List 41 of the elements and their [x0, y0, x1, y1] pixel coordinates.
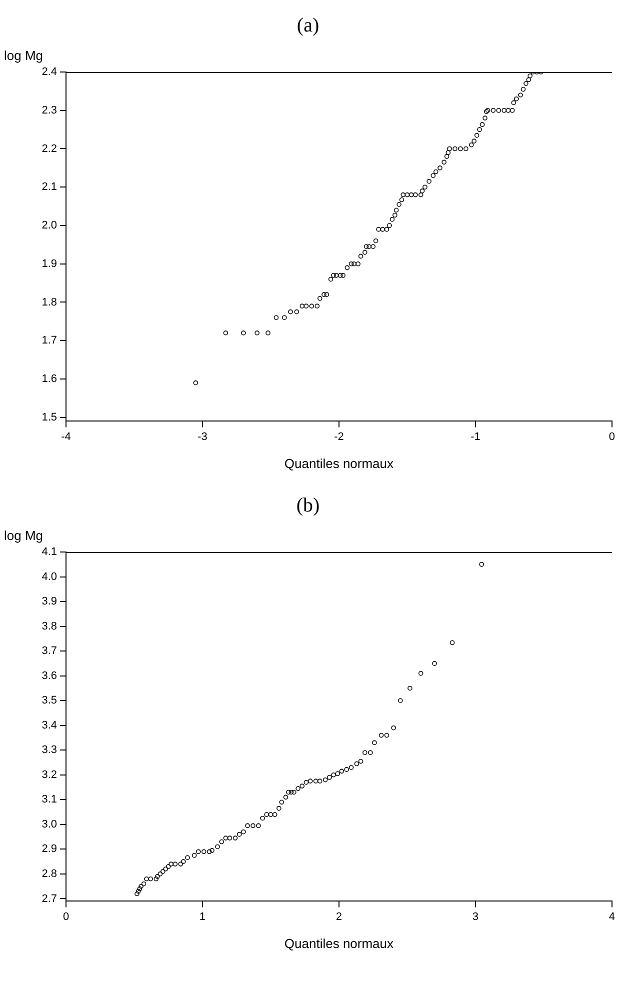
y-tick-label: 1.7: [42, 334, 57, 347]
y-tick-label: 3.9: [42, 596, 57, 608]
chart-title: (a): [296, 14, 320, 36]
y-tick-label: 1.8: [42, 296, 57, 308]
x-tick-label: 3: [472, 910, 479, 923]
chart-title: (b): [296, 494, 320, 516]
y-tick-label: 2.1: [42, 181, 57, 194]
y-tick-label: 3.7: [42, 645, 57, 658]
y-tick-label: 2.3: [42, 104, 57, 116]
y-tick-label: 3.0: [42, 818, 57, 830]
x-tick-label: 0: [62, 910, 70, 923]
x-tick-label: -3: [198, 430, 208, 443]
y-axis-title: log Mg: [4, 528, 44, 544]
y-tick-label: 3.4: [42, 719, 57, 732]
x-axis-title: Quantiles normaux: [284, 936, 394, 951]
y-tick-label: 1.5: [42, 411, 57, 424]
x-axis-title: Quantiles normaux: [284, 456, 394, 471]
x-tick-label: 2: [336, 910, 342, 923]
x-tick-label: 0: [608, 430, 616, 443]
x-tick-label: 4: [608, 910, 616, 923]
y-tick-label: 2.4: [42, 66, 57, 78]
y-tick-label: 3.5: [42, 694, 57, 707]
y-tick-label: 4.1: [42, 546, 57, 558]
x-tick-label: -1: [470, 430, 480, 443]
y-tick-label: 2.2: [42, 142, 57, 155]
y-tick-label: 1.6: [42, 373, 57, 386]
y-tick-label: 3.1: [42, 794, 57, 806]
y-tick-label: 3.3: [42, 744, 57, 756]
y-tick-label: 4.0: [42, 570, 57, 583]
x-tick-label: -2: [334, 430, 344, 443]
y-tick-label: 2.8: [42, 868, 57, 880]
y-tick-label: 2.9: [42, 843, 57, 856]
x-tick-label: 1: [199, 910, 206, 923]
y-axis-title: log Mg: [4, 48, 44, 64]
y-tick-label: 3.8: [42, 620, 57, 632]
y-tick-label: 3.6: [42, 670, 57, 682]
y-tick-label: 1.9: [42, 258, 57, 270]
y-tick-label: 2.0: [42, 220, 57, 232]
y-tick-label: 2.7: [42, 892, 57, 905]
y-tick-label: 3.2: [42, 768, 57, 781]
x-tick-label: -4: [61, 430, 71, 443]
